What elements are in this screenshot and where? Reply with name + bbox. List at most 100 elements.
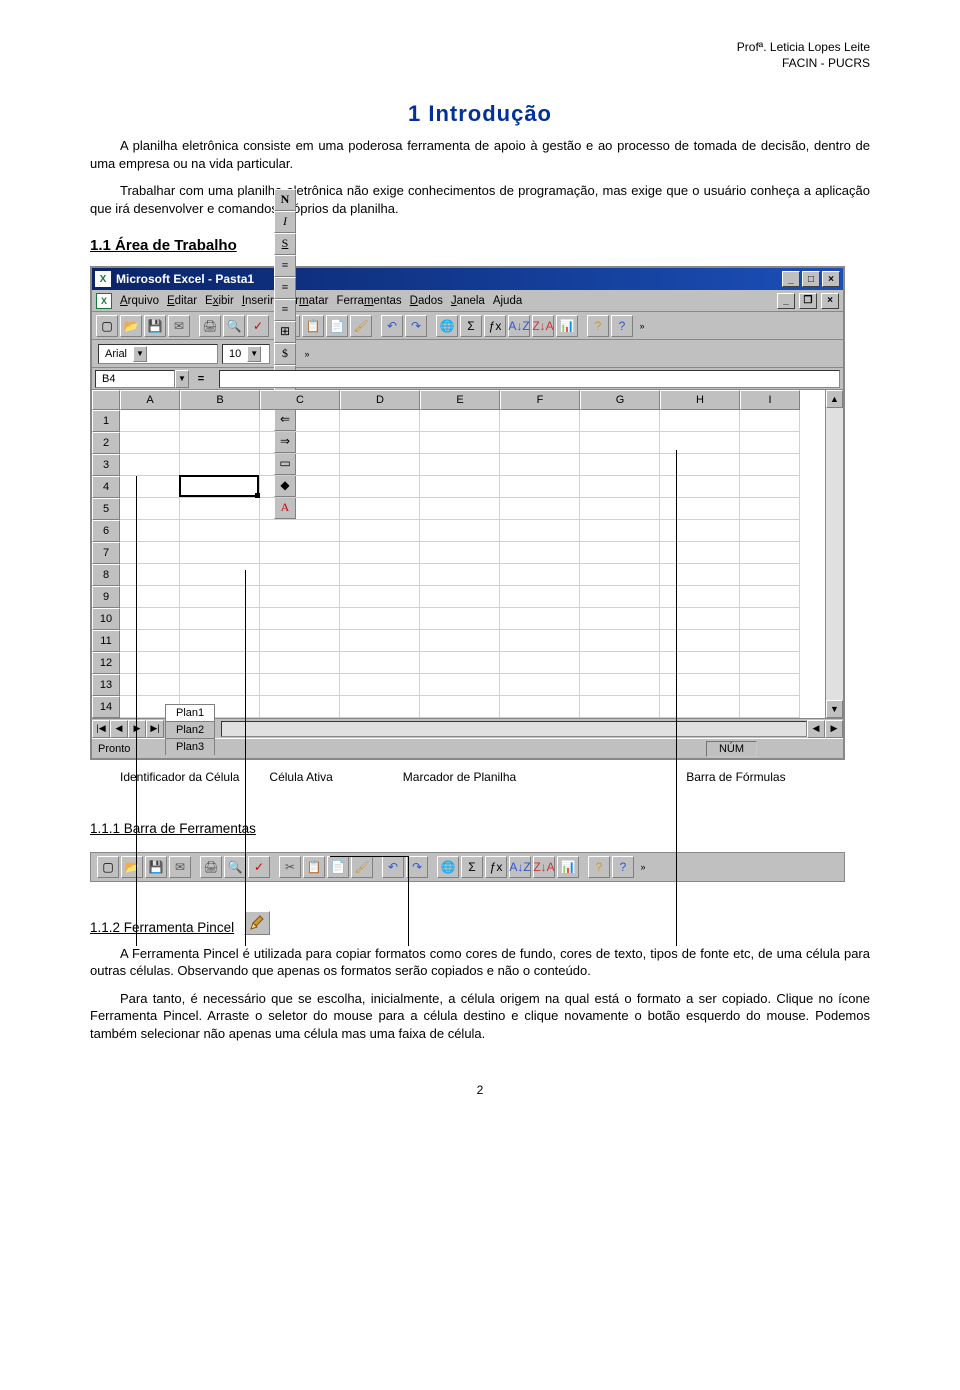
format-button-4[interactable]: ≡: [274, 277, 296, 299]
cell-A5[interactable]: [120, 498, 180, 520]
cell-C14[interactable]: [260, 696, 340, 718]
cell-F9[interactable]: [500, 586, 580, 608]
cell-F6[interactable]: [500, 520, 580, 542]
cell-B3[interactable]: [180, 454, 260, 476]
format-button-2[interactable]: S: [274, 233, 296, 255]
toolbar-button-13[interactable]: 🌐: [436, 315, 458, 337]
tab-next-icon[interactable]: ▶: [128, 720, 146, 738]
row-header-12[interactable]: 12: [92, 652, 120, 674]
cell-I9[interactable]: [740, 586, 800, 608]
menu-inserir[interactable]: Inserir: [238, 293, 278, 309]
row-header-3[interactable]: 3: [92, 454, 120, 476]
cell-E12[interactable]: [420, 652, 500, 674]
vertical-scrollbar[interactable]: ▲ ▼: [825, 390, 843, 718]
toolbar-button-18[interactable]: 📊: [557, 856, 579, 878]
cell-B6[interactable]: [180, 520, 260, 542]
cell-C3[interactable]: [260, 454, 340, 476]
row-header-2[interactable]: 2: [92, 432, 120, 454]
toolbar-button-18[interactable]: 📊: [556, 315, 578, 337]
scroll-left-icon[interactable]: ◀: [807, 720, 825, 738]
cell-G12[interactable]: [580, 652, 660, 674]
cell-I12[interactable]: [740, 652, 800, 674]
cell-A4[interactable]: [120, 476, 180, 498]
row-header-13[interactable]: 13: [92, 674, 120, 696]
cell-H9[interactable]: [660, 586, 740, 608]
menu-editar[interactable]: Editar: [163, 293, 201, 309]
toolbar-button-1[interactable]: 📂: [120, 315, 142, 337]
cell-D1[interactable]: [340, 410, 420, 432]
toolbar-button-17[interactable]: Z↓A: [532, 315, 554, 337]
column-header-D[interactable]: D: [340, 390, 420, 410]
row-header-4[interactable]: 4: [92, 476, 120, 498]
cell-H13[interactable]: [660, 674, 740, 696]
toolbar-overflow-icon[interactable]: »: [636, 856, 650, 878]
menu-arquivo[interactable]: Arquivo: [116, 293, 163, 309]
cell-D10[interactable]: [340, 608, 420, 630]
menu-ferramentas[interactable]: Ferramentas: [332, 293, 405, 309]
toolbar-button-14[interactable]: Σ: [460, 315, 482, 337]
toolbar-button-15[interactable]: ƒx: [484, 315, 506, 337]
cell-B13[interactable]: [180, 674, 260, 696]
toolbar-button-19[interactable]: ?: [588, 856, 610, 878]
cell-I1[interactable]: [740, 410, 800, 432]
cell-C7[interactable]: [260, 542, 340, 564]
cell-F7[interactable]: [500, 542, 580, 564]
mdi-restore-button[interactable]: ❐: [799, 293, 817, 309]
cell-B2[interactable]: [180, 432, 260, 454]
cell-H1[interactable]: [660, 410, 740, 432]
cell-H11[interactable]: [660, 630, 740, 652]
cell-A12[interactable]: [120, 652, 180, 674]
toolbar-button-20[interactable]: ?: [612, 856, 634, 878]
toolbar-button-20[interactable]: ?: [611, 315, 633, 337]
cell-A10[interactable]: [120, 608, 180, 630]
toolbar-button-5[interactable]: 🔍: [223, 315, 245, 337]
cell-D2[interactable]: [340, 432, 420, 454]
toolbar-button-10[interactable]: 🖌: [351, 856, 373, 878]
toolbar-button-9[interactable]: 📄: [326, 315, 348, 337]
cell-F11[interactable]: [500, 630, 580, 652]
mdi-close-button[interactable]: ×: [821, 293, 839, 309]
cell-H10[interactable]: [660, 608, 740, 630]
menu-janela[interactable]: Janela: [447, 293, 489, 309]
column-header-I[interactable]: I: [740, 390, 800, 410]
cell-A13[interactable]: [120, 674, 180, 696]
toolbar-button-19[interactable]: ?: [587, 315, 609, 337]
toolbar-button-12[interactable]: ↷: [405, 315, 427, 337]
cell-H4[interactable]: [660, 476, 740, 498]
cell-B4[interactable]: [180, 476, 260, 498]
column-header-G[interactable]: G: [580, 390, 660, 410]
toolbar-button-0[interactable]: ▢: [97, 856, 119, 878]
toolbar-overflow-icon[interactable]: »: [300, 343, 314, 365]
cell-E5[interactable]: [420, 498, 500, 520]
maximize-button[interactable]: □: [802, 271, 820, 287]
cell-E3[interactable]: [420, 454, 500, 476]
formula-input[interactable]: [219, 370, 840, 388]
cell-D5[interactable]: [340, 498, 420, 520]
cell-G11[interactable]: [580, 630, 660, 652]
toolbar-button-8[interactable]: 📋: [303, 856, 325, 878]
format-button-0[interactable]: N: [274, 189, 296, 211]
scroll-up-icon[interactable]: ▲: [826, 390, 843, 408]
cell-B12[interactable]: [180, 652, 260, 674]
cell-C12[interactable]: [260, 652, 340, 674]
cell-I3[interactable]: [740, 454, 800, 476]
cell-I8[interactable]: [740, 564, 800, 586]
scroll-down-icon[interactable]: ▼: [826, 700, 843, 718]
cell-A9[interactable]: [120, 586, 180, 608]
horizontal-scrollbar[interactable]: [221, 721, 807, 737]
cell-G5[interactable]: [580, 498, 660, 520]
sheet-tab-plan3[interactable]: Plan3: [165, 738, 215, 755]
cell-A11[interactable]: [120, 630, 180, 652]
cell-C11[interactable]: [260, 630, 340, 652]
cell-D9[interactable]: [340, 586, 420, 608]
cell-E14[interactable]: [420, 696, 500, 718]
tab-last-icon[interactable]: ▶|: [146, 720, 164, 738]
font-size-combo[interactable]: 10 ▼: [222, 344, 270, 364]
toolbar-button-17[interactable]: Z↓A: [533, 856, 555, 878]
toolbar-button-14[interactable]: Σ: [461, 856, 483, 878]
cell-D3[interactable]: [340, 454, 420, 476]
cell-H8[interactable]: [660, 564, 740, 586]
cell-H14[interactable]: [660, 696, 740, 718]
toolbar-button-11[interactable]: ↶: [381, 315, 403, 337]
cell-D14[interactable]: [340, 696, 420, 718]
